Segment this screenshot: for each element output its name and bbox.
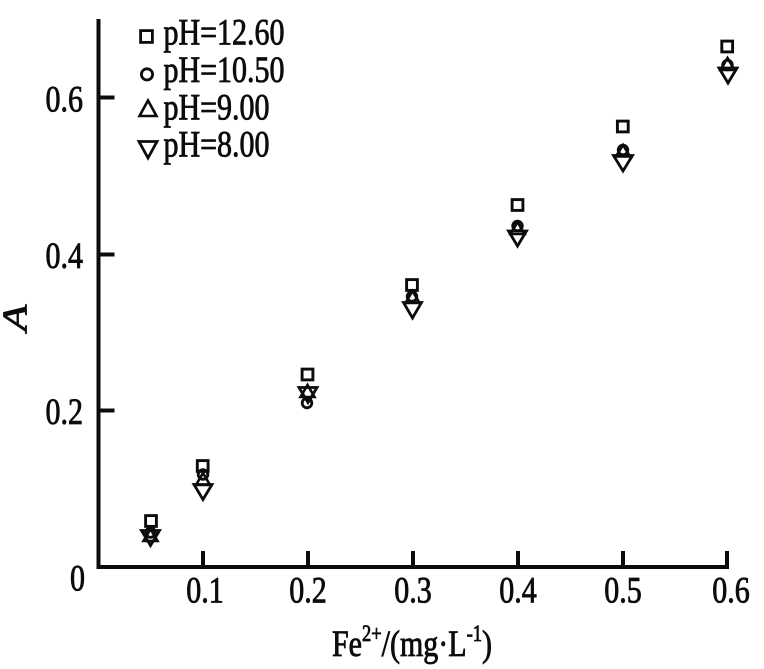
svg-text:0.4: 0.4 <box>499 571 537 612</box>
svg-text:pH=12.60: pH=12.60 <box>164 13 285 54</box>
svg-text:A: A <box>0 304 35 335</box>
svg-text:0.2: 0.2 <box>289 571 326 612</box>
svg-text:Fe2+/(mg·L-1): Fe2+/(mg·L-1) <box>332 622 492 664</box>
svg-text:pH=10.50: pH=10.50 <box>164 50 285 91</box>
svg-text:0.5: 0.5 <box>604 571 641 612</box>
svg-text:pH=9.00: pH=9.00 <box>164 88 270 129</box>
svg-text:0.1: 0.1 <box>186 571 223 612</box>
svg-text:0.4: 0.4 <box>46 236 84 277</box>
svg-text:0: 0 <box>70 559 85 600</box>
svg-text:0.6: 0.6 <box>712 571 749 612</box>
svg-text:0.3: 0.3 <box>394 571 431 612</box>
svg-text:0.2: 0.2 <box>46 392 83 433</box>
svg-text:pH=8.00: pH=8.00 <box>164 125 270 166</box>
svg-text:0.6: 0.6 <box>46 80 83 121</box>
